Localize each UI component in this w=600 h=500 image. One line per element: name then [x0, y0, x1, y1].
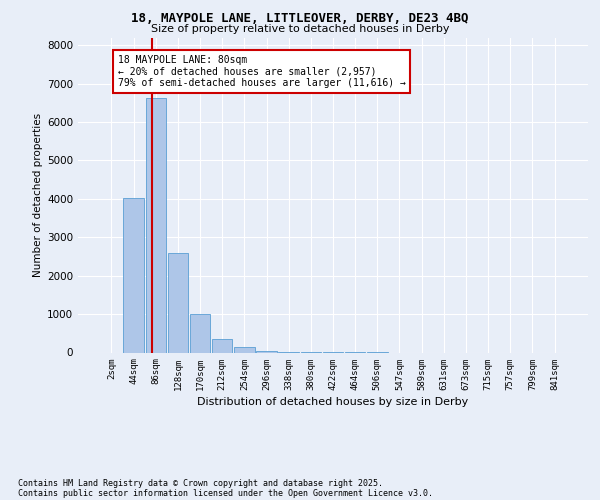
Text: 18, MAYPOLE LANE, LITTLEOVER, DERBY, DE23 4BQ: 18, MAYPOLE LANE, LITTLEOVER, DERBY, DE2…: [131, 12, 469, 26]
Text: Contains public sector information licensed under the Open Government Licence v3: Contains public sector information licen…: [18, 488, 433, 498]
Text: 18 MAYPOLE LANE: 80sqm
← 20% of detached houses are smaller (2,957)
79% of semi-: 18 MAYPOLE LANE: 80sqm ← 20% of detached…: [118, 55, 406, 88]
Bar: [167, 252, 188, 352]
Bar: [124, 198, 144, 352]
Text: Contains HM Land Registry data © Crown copyright and database right 2025.: Contains HM Land Registry data © Crown c…: [18, 478, 383, 488]
Bar: [256, 350, 277, 352]
Y-axis label: Number of detached properties: Number of detached properties: [33, 113, 43, 277]
Text: Size of property relative to detached houses in Derby: Size of property relative to detached ho…: [151, 24, 449, 34]
Bar: [190, 314, 210, 352]
Bar: [212, 339, 232, 352]
Bar: [146, 98, 166, 352]
Bar: [234, 346, 254, 352]
X-axis label: Distribution of detached houses by size in Derby: Distribution of detached houses by size …: [197, 396, 469, 406]
